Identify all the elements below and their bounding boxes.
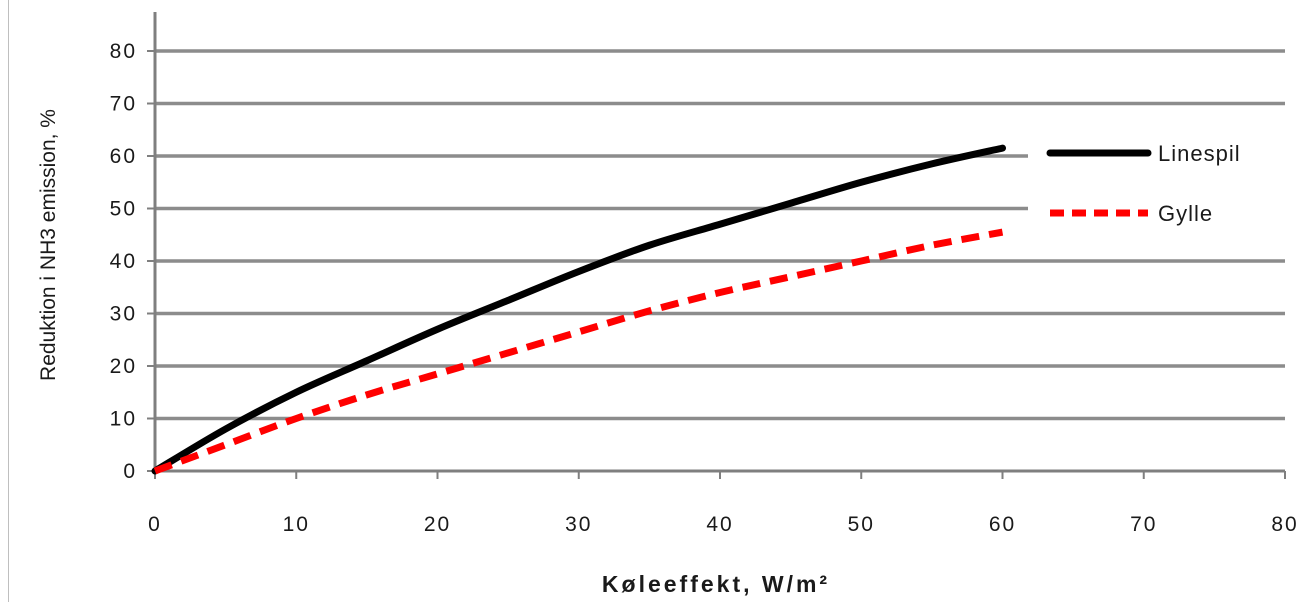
y-tick-label: 80: [110, 40, 137, 63]
series-line-linespil: [151, 144, 1006, 475]
y-tick-label: 0: [123, 460, 137, 483]
x-tick-label: 60: [989, 513, 1016, 536]
x-tick-label: 40: [706, 513, 733, 536]
y-axis-title: Reduktion i NH3 emission, %: [37, 109, 60, 381]
legend-label-linespil: Linespil: [1158, 141, 1241, 166]
series-lines: [151, 144, 1006, 475]
y-tick-label: 70: [110, 93, 137, 116]
x-tick-label: 10: [283, 513, 310, 536]
figure-border-left: [8, 0, 9, 602]
y-tick-label: 30: [110, 303, 137, 326]
x-tick-label: 20: [424, 513, 451, 536]
x-tick-label: 50: [848, 513, 875, 536]
x-axis-title: Køleeffekt, W/m²: [602, 571, 830, 597]
tick-labels: 0 10 20 30 40 50 60 70 80 0 10 20 30 40 50 60 70 80: [110, 40, 1298, 536]
series-line-gylle: [153, 228, 1004, 475]
x-tick-label: 30: [565, 513, 592, 536]
y-tick-label: 20: [110, 355, 137, 378]
y-tick-label: 40: [110, 250, 137, 273]
x-tick-label: 80: [1271, 513, 1298, 536]
y-tick-label: 10: [110, 408, 137, 431]
y-tick-label: 50: [110, 198, 137, 221]
y-tick-label: 60: [110, 145, 137, 168]
x-tick-label: 0: [148, 513, 162, 536]
x-tick-label: 70: [1130, 513, 1157, 536]
axes: [147, 12, 1286, 479]
legend: Linespil Gylle: [1028, 128, 1290, 240]
legend-label-gylle: Gylle: [1158, 201, 1213, 226]
legend-background: [1028, 128, 1290, 240]
grid-lines: [155, 49, 1285, 421]
